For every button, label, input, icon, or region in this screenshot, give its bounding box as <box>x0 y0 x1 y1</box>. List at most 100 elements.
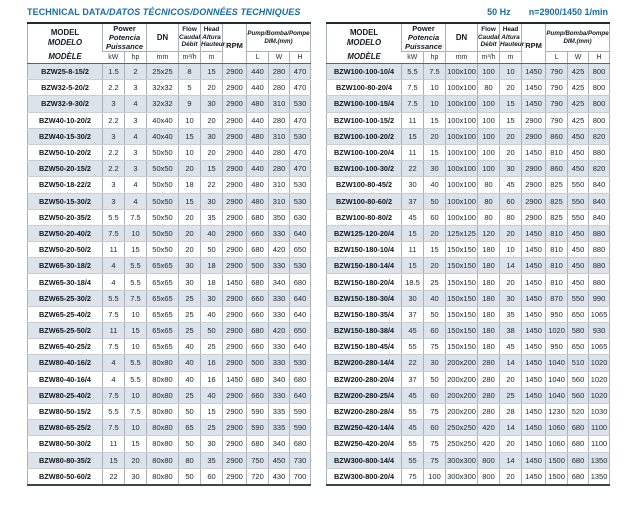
power-kw-cell: 55 <box>401 435 424 453</box>
rpm-cell: 2900 <box>222 452 247 469</box>
dim-l-cell: 440 <box>246 63 269 81</box>
dn-cell: 150x150 <box>445 322 478 340</box>
dim-h-cell: 530 <box>289 128 311 145</box>
model-cell: BZW200-280-25/4 <box>326 387 402 404</box>
flow-cell: 80 <box>477 79 500 97</box>
table-row: BZW100-80-45/2 30 40 100x100 80 45 2900 825 550 8… <box>326 176 610 194</box>
power-hp-cell: 20 <box>423 225 446 243</box>
power-kw-cell: 15 <box>401 128 424 145</box>
dn-cell: 200x200 <box>445 354 478 372</box>
power-kw-cell: 2.2 <box>102 160 125 178</box>
head-cell: 10 <box>499 63 522 81</box>
power-kw-cell: 3 <box>102 193 125 210</box>
power-kw-cell: 37 <box>401 193 424 210</box>
unit-mm: mm <box>146 51 179 64</box>
dim-h-cell: 800 <box>588 95 610 113</box>
dim-h-cell: 530 <box>289 354 311 372</box>
power-hp-cell: 5.5 <box>123 354 147 372</box>
table-row: BZW50-20-50/2 11 15 50x50 20 50 2900 680 420 650 <box>27 241 311 259</box>
power-hp-cell: 7.5 <box>123 209 147 226</box>
power-hp-cell: 5.5 <box>123 273 147 291</box>
unit-hp: hp <box>423 51 446 64</box>
flow-cell: 180 <box>477 306 500 324</box>
model-cell: BZW100-100-15/4 <box>326 95 402 113</box>
head-cell: 30 <box>200 193 223 210</box>
dim-w-cell: 330 <box>268 306 290 324</box>
dim-h-cell: 530 <box>289 176 311 194</box>
power-hp-cell: 60 <box>423 419 446 437</box>
head-cell: 14 <box>499 257 522 275</box>
rpm-cell: 1450 <box>521 306 546 324</box>
dim-l-cell: 1230 <box>545 403 568 421</box>
column-head: Head Altura Hauteur <box>499 23 524 52</box>
head-cell: 50 <box>200 241 223 259</box>
power-kw-cell: 15 <box>102 452 125 469</box>
dim-w-cell: 310 <box>268 193 290 210</box>
power-hp-cell: 15 <box>123 435 147 453</box>
dim-h-cell: 880 <box>588 241 610 259</box>
flow-cell: 80 <box>477 209 500 226</box>
power-hp-cell: 3 <box>123 144 147 162</box>
rpm-cell: 1450 <box>521 419 546 437</box>
dim-w-cell: 340 <box>268 371 290 388</box>
rpm-cell: 1450 <box>521 79 546 97</box>
rpm-cell: 2900 <box>222 468 247 486</box>
rpm-cell: 1450 <box>222 371 247 388</box>
dim-h-cell: 880 <box>588 225 610 243</box>
flow-cell: 800 <box>477 452 500 469</box>
model-cell: BZW250-420-14/4 <box>326 419 402 437</box>
dim-l-cell: 810 <box>545 144 568 162</box>
column-flow: Flow Caudal Débit <box>178 23 201 52</box>
model-cell: BZW50-20-40/2 <box>27 225 103 243</box>
dn-cell: 80x80 <box>146 468 179 486</box>
table-row: BZW65-25-40/2 7.5 10 65x65 25 40 2900 660 330 640 <box>27 306 311 324</box>
table-row: BZW100-100-15/4 7.5 10 100x100 100 15 1450 790 4… <box>326 95 610 113</box>
power-hp-cell: 7.5 <box>423 63 446 81</box>
dim-w-cell: 560 <box>567 371 589 388</box>
flow-cell: 50 <box>178 403 201 421</box>
power-kw-cell: 7.5 <box>401 79 424 97</box>
head-cell: 15 <box>200 160 223 178</box>
rpm-cell: 2900 <box>222 193 247 210</box>
power-hp-cell: 25 <box>423 273 446 291</box>
model-cell: BZW50-18-22/2 <box>27 176 103 194</box>
table-row: BZW50-15-30/2 3 4 50x50 15 30 2900 480 310 530 <box>27 193 311 210</box>
power-kw-cell: 3 <box>102 128 125 145</box>
dim-w-cell: 550 <box>567 290 589 307</box>
flow-cell: 25 <box>178 387 201 404</box>
model-cell: BZW50-15-30/2 <box>27 193 103 210</box>
dim-w-cell: 450 <box>567 241 589 259</box>
dn-cell: 80x80 <box>146 419 179 437</box>
table-row: BZW80-50-60/2 22 30 80x80 50 60 2900 720 430 700 <box>27 468 311 486</box>
dn-cell: 100x100 <box>445 128 478 145</box>
model-cell: BZW32-9-30/2 <box>27 95 103 113</box>
power-kw-cell: 11 <box>102 322 125 340</box>
power-hp-cell: 15 <box>123 322 147 340</box>
dn-cell: 300x300 <box>445 468 478 486</box>
dim-l-cell: 720 <box>246 468 269 486</box>
table-row: BZW150-180-45/4 55 75 150x150 180 45 1450 950 65… <box>326 338 610 356</box>
power-kw-cell: 4 <box>102 371 125 388</box>
dim-h-cell: 650 <box>289 322 311 340</box>
power-kw-cell: 15 <box>401 225 424 243</box>
flow-cell: 800 <box>477 468 500 486</box>
model-cell: BZW65-25-40/2 <box>27 306 103 324</box>
dim-l-cell: 680 <box>246 322 269 340</box>
unit-height: H <box>289 51 311 64</box>
dim-w-cell: 425 <box>567 63 589 81</box>
dn-cell: 100x100 <box>445 176 478 194</box>
dim-w-cell: 650 <box>567 338 589 356</box>
power-hp-cell: 5.5 <box>123 257 147 275</box>
model-cell: BZW50-20-15/2 <box>27 160 103 178</box>
rpm-cell: 1450 <box>521 403 546 421</box>
dim-l-cell: 825 <box>545 193 568 210</box>
rpm-cell: 2900 <box>222 403 247 421</box>
rpm-cell: 2900 <box>222 176 247 194</box>
dim-w-cell: 340 <box>268 435 290 453</box>
model-cell: BZW65-30-18/4 <box>27 273 103 291</box>
power-kw-cell: 3 <box>102 95 125 113</box>
head-cell: 15 <box>499 112 522 129</box>
flow-cell: 15 <box>178 128 201 145</box>
rpm-cell: 2900 <box>222 387 247 404</box>
unit-height: H <box>588 51 610 64</box>
